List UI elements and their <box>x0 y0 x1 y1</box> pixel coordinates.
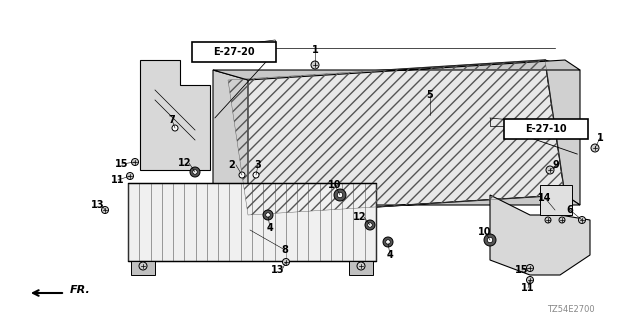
Circle shape <box>579 217 586 223</box>
Text: 13: 13 <box>92 200 105 210</box>
Bar <box>131 261 155 275</box>
Text: 13: 13 <box>271 265 285 275</box>
Circle shape <box>131 158 138 165</box>
Circle shape <box>253 172 259 178</box>
Polygon shape <box>490 195 590 275</box>
Circle shape <box>172 125 178 131</box>
FancyBboxPatch shape <box>192 42 276 62</box>
Circle shape <box>527 276 534 284</box>
Circle shape <box>546 166 554 174</box>
Circle shape <box>487 237 493 243</box>
Circle shape <box>368 223 372 227</box>
Circle shape <box>239 172 245 178</box>
Circle shape <box>484 234 496 246</box>
Bar <box>128 183 376 261</box>
Text: 10: 10 <box>328 180 342 190</box>
Text: 15: 15 <box>115 159 129 169</box>
Circle shape <box>334 189 346 201</box>
Text: 11: 11 <box>521 283 535 293</box>
Circle shape <box>545 217 551 223</box>
Circle shape <box>311 61 319 69</box>
Circle shape <box>559 217 565 223</box>
Text: E-27-10: E-27-10 <box>525 124 567 134</box>
Polygon shape <box>140 60 210 170</box>
Polygon shape <box>545 60 580 205</box>
Text: 12: 12 <box>353 212 367 222</box>
Text: 9: 9 <box>552 160 559 170</box>
Text: 15: 15 <box>515 265 529 275</box>
Circle shape <box>102 206 109 213</box>
Circle shape <box>282 259 289 266</box>
Circle shape <box>193 170 197 174</box>
Polygon shape <box>213 60 580 80</box>
Text: 11: 11 <box>111 175 125 185</box>
Text: 4: 4 <box>387 250 394 260</box>
Circle shape <box>527 265 534 271</box>
Text: 7: 7 <box>168 115 175 125</box>
Bar <box>349 261 373 275</box>
Text: 12: 12 <box>179 158 192 168</box>
Circle shape <box>190 167 200 177</box>
Text: 5: 5 <box>427 90 433 100</box>
Text: E-27-20: E-27-20 <box>213 47 255 57</box>
Circle shape <box>383 237 393 247</box>
Circle shape <box>337 192 342 198</box>
Circle shape <box>591 144 599 152</box>
Circle shape <box>127 172 134 180</box>
Circle shape <box>263 210 273 220</box>
Polygon shape <box>213 70 248 215</box>
Text: 6: 6 <box>566 205 573 215</box>
Text: 4: 4 <box>267 223 273 233</box>
Text: 14: 14 <box>538 193 552 203</box>
Text: 3: 3 <box>255 160 261 170</box>
Text: FR.: FR. <box>70 285 91 295</box>
FancyBboxPatch shape <box>504 119 588 139</box>
Text: 1: 1 <box>312 45 318 55</box>
Circle shape <box>266 213 270 217</box>
Bar <box>540 185 572 215</box>
Text: 10: 10 <box>478 227 492 237</box>
Circle shape <box>365 220 375 230</box>
Text: 1: 1 <box>596 133 604 143</box>
Text: 8: 8 <box>282 245 289 255</box>
Circle shape <box>139 262 147 270</box>
Polygon shape <box>213 195 580 215</box>
Text: 2: 2 <box>228 160 236 170</box>
Circle shape <box>357 262 365 270</box>
Text: TZ54E2700: TZ54E2700 <box>547 306 595 315</box>
Polygon shape <box>228 60 565 215</box>
Circle shape <box>386 240 390 244</box>
